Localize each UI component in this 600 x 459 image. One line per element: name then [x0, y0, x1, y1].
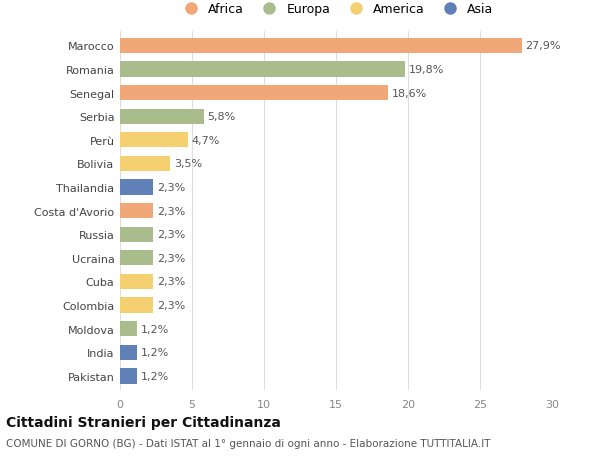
Text: 2,3%: 2,3%	[157, 183, 185, 193]
Bar	[120, 321, 137, 336]
Bar	[120, 274, 153, 290]
Bar	[120, 369, 137, 384]
Text: 18,6%: 18,6%	[391, 89, 427, 98]
Text: 1,2%: 1,2%	[141, 347, 169, 358]
Bar	[120, 109, 203, 124]
Text: COMUNE DI GORNO (BG) - Dati ISTAT al 1° gennaio di ogni anno - Elaborazione TUTT: COMUNE DI GORNO (BG) - Dati ISTAT al 1° …	[6, 438, 491, 448]
Bar	[120, 39, 522, 54]
Bar	[120, 157, 170, 172]
Text: 2,3%: 2,3%	[157, 253, 185, 263]
Text: 4,7%: 4,7%	[191, 135, 220, 146]
Text: 1,2%: 1,2%	[141, 324, 169, 334]
Bar	[120, 298, 153, 313]
Legend: Africa, Europa, America, Asia: Africa, Europa, America, Asia	[176, 1, 496, 19]
Text: 2,3%: 2,3%	[157, 230, 185, 240]
Bar	[120, 62, 405, 78]
Bar	[120, 345, 137, 360]
Text: 19,8%: 19,8%	[409, 65, 444, 75]
Text: 27,9%: 27,9%	[526, 41, 561, 51]
Text: 1,2%: 1,2%	[141, 371, 169, 381]
Text: 2,3%: 2,3%	[157, 206, 185, 216]
Bar	[120, 133, 188, 148]
Bar	[120, 86, 388, 101]
Text: Cittadini Stranieri per Cittadinanza: Cittadini Stranieri per Cittadinanza	[6, 415, 281, 429]
Bar	[120, 251, 153, 266]
Bar	[120, 180, 153, 195]
Text: 2,3%: 2,3%	[157, 277, 185, 287]
Text: 2,3%: 2,3%	[157, 300, 185, 310]
Bar	[120, 203, 153, 219]
Text: 5,8%: 5,8%	[207, 112, 235, 122]
Bar	[120, 227, 153, 242]
Text: 3,5%: 3,5%	[174, 159, 202, 169]
